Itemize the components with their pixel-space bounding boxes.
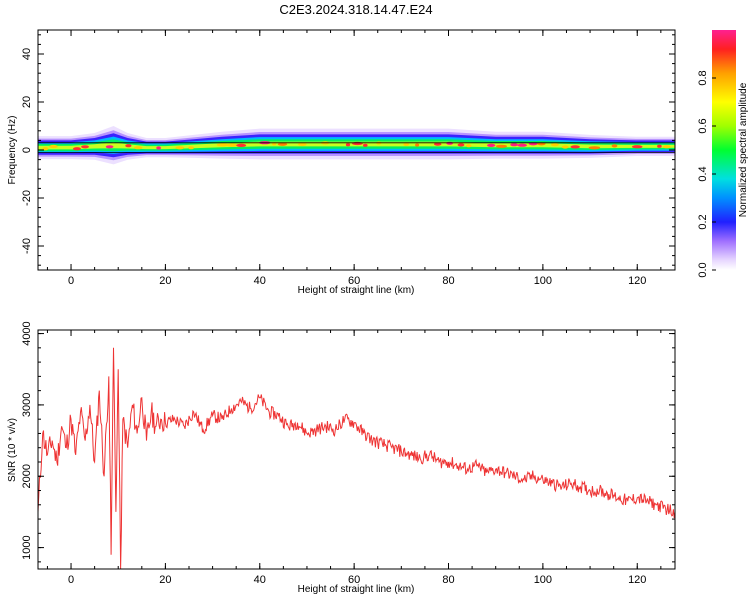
x-tick-label: 40 xyxy=(254,574,266,586)
snr-series-line xyxy=(38,347,675,569)
x-tick-label: 60 xyxy=(348,574,360,586)
band-hotspot xyxy=(156,146,161,150)
colorbar-label: Normalized spectral amplitude xyxy=(738,82,749,217)
spectrogram-x-axis-label: Height of straight line (km) xyxy=(298,285,415,296)
x-tick-label: 80 xyxy=(442,574,454,586)
colorbar-tick-label: 0.8 xyxy=(697,70,709,85)
band-hotspot xyxy=(495,144,508,148)
snr-axes: 0 20 40 60 80 100 120 1000 2000 3000 4000 xyxy=(21,321,675,586)
colorbar-tick-label: 0.2 xyxy=(697,214,709,229)
y-tick-label: 3000 xyxy=(21,393,33,417)
y-tick-label: 2000 xyxy=(21,464,33,488)
y-tick-label: 20 xyxy=(21,96,33,108)
y-tick-label: -20 xyxy=(21,190,33,206)
snr-plot-area xyxy=(38,330,675,569)
band-hotspot xyxy=(134,146,143,150)
band-hotspot xyxy=(570,145,580,149)
snr-x-axis-label: Height of straight line (km) xyxy=(298,584,415,595)
colorbar-tick-label: 0.0 xyxy=(697,262,709,277)
band-hotspot xyxy=(657,144,662,148)
band-hotspot xyxy=(351,141,363,146)
x-tick-label: 60 xyxy=(348,275,360,287)
band-hotspot xyxy=(81,145,89,149)
x-tick-label: 20 xyxy=(159,275,171,287)
band-hotspot xyxy=(403,142,410,146)
band-hotspot xyxy=(345,143,351,147)
x-tick-label: 100 xyxy=(534,574,552,586)
x-tick-label: 120 xyxy=(628,574,646,586)
band-hotspot xyxy=(662,145,671,149)
y-tick-label: 1000 xyxy=(21,535,33,559)
spectrogram-frame xyxy=(37,29,676,271)
colorbar-ticks: 0.0 0.2 0.4 0.6 0.8 xyxy=(697,70,716,278)
band-hotspot xyxy=(73,147,81,151)
band-hotspot xyxy=(125,144,132,148)
band-hotspot xyxy=(446,141,454,145)
band-hotspot xyxy=(105,145,114,149)
band-hotspot xyxy=(298,142,307,146)
band-hotspot xyxy=(188,146,195,150)
band-hotspot xyxy=(236,143,247,147)
x-tick-label: 0 xyxy=(68,275,74,287)
colorbar-scale xyxy=(712,30,736,270)
figure-title: C2E3.2024.318.14.47.E24 xyxy=(279,2,432,17)
x-tick-label: 100 xyxy=(534,275,552,287)
band-hotspot xyxy=(457,143,465,147)
y-tick-label: 0 xyxy=(21,147,33,153)
band-hotspot xyxy=(517,143,527,147)
snr-frame xyxy=(37,329,676,570)
x-tick-label: 120 xyxy=(628,275,646,287)
y-tick-label: 40 xyxy=(21,48,33,60)
colorbar-tick-label: 0.6 xyxy=(697,118,709,133)
colorbar: 0.0 0.2 0.4 0.6 0.8 Normalized spectral ampl… xyxy=(697,30,749,278)
x-tick-label: 20 xyxy=(159,574,171,586)
band-hotspot xyxy=(631,145,643,149)
band-hotspot xyxy=(216,143,229,147)
band-hotspot xyxy=(363,143,368,147)
snr-y-axis-label: SNR (10 * v/v) xyxy=(7,418,18,482)
band-hotspot xyxy=(42,147,49,151)
spectrogram-y-axis-label: Frequency (Hz) xyxy=(7,116,18,185)
spectrogram-marks xyxy=(38,126,675,165)
snr-panel: 0 20 40 60 80 100 120 1000 2000 3000 4000 Height o… xyxy=(7,321,676,595)
band-hotspot xyxy=(434,142,442,146)
x-tick-label: 0 xyxy=(68,574,74,586)
y-tick-label: 4000 xyxy=(21,321,33,345)
spectrogram-panel: 0 20 40 60 80 100 120 -40 -20 0 20 40 Height of str… xyxy=(7,29,676,296)
band-hotspot xyxy=(550,143,559,147)
x-tick-label: 40 xyxy=(254,275,266,287)
band-hotspot xyxy=(175,146,185,150)
band-hotspot xyxy=(561,145,569,149)
band-hotspot xyxy=(226,143,238,147)
y-tick-label: -40 xyxy=(21,238,33,254)
colorbar-tick-label: 0.4 xyxy=(697,166,709,181)
x-tick-label: 80 xyxy=(442,275,454,287)
band-hotspot xyxy=(466,144,472,148)
band-hotspot xyxy=(611,144,618,148)
band-hotspot xyxy=(510,143,518,147)
band-hotspot xyxy=(415,143,420,147)
band-hotspot xyxy=(49,144,58,149)
band-hotspot xyxy=(487,143,496,147)
band-hotspot xyxy=(588,146,601,150)
band-hotspot xyxy=(277,142,288,146)
